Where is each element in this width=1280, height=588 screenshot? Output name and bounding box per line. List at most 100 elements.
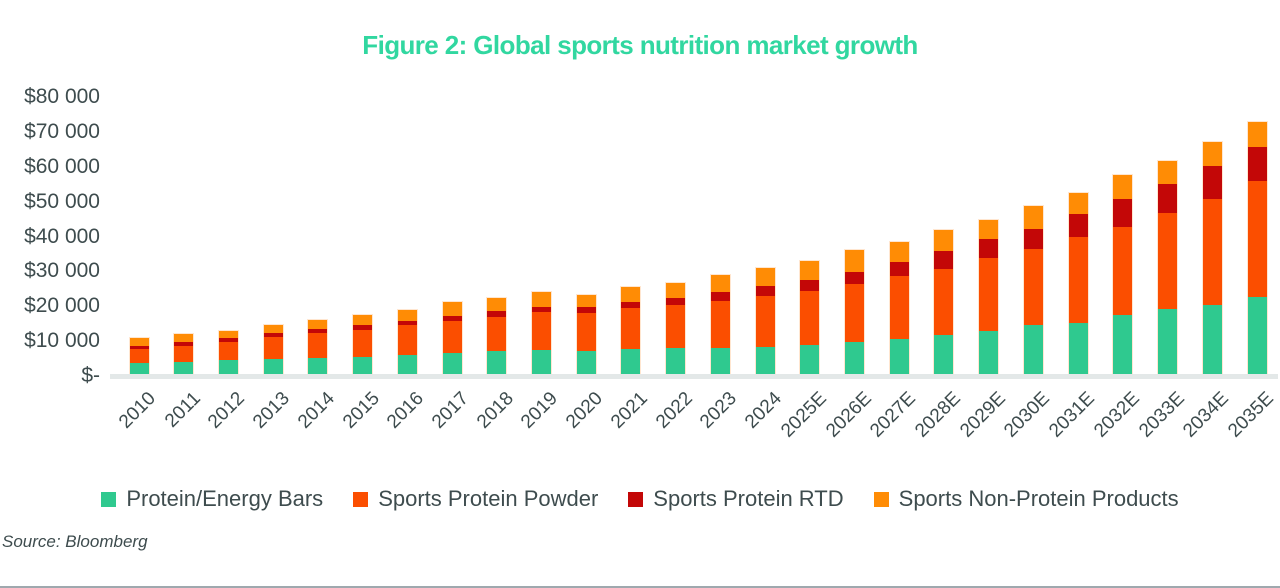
plot-area	[0, 97, 1280, 376]
source-note: Source: Bloomberg	[2, 532, 148, 551]
bar-segment	[531, 306, 551, 313]
legend-label: Sports Protein Powder	[378, 486, 599, 511]
legend-label: Sports Protein RTD	[653, 486, 844, 511]
stacked-bar-2010	[129, 338, 149, 375]
bar-segment	[576, 295, 596, 308]
y-axis-label: $40 000	[24, 224, 100, 248]
bar-segment	[487, 298, 507, 312]
stacked-bar-2024	[755, 268, 775, 375]
bar-segment	[353, 329, 373, 357]
bar-segment	[487, 311, 507, 317]
bar-segment	[308, 328, 328, 334]
legend: Protein/Energy Bars Sports Protein Powder…	[0, 486, 1280, 512]
bar-segment	[218, 338, 238, 343]
bar-segment	[1113, 315, 1133, 375]
legend-swatch-icon	[873, 491, 889, 507]
stacked-bar-2023	[710, 275, 730, 375]
bar-segment	[442, 315, 462, 321]
stacked-bar-2025E	[800, 260, 820, 375]
bar-segment	[979, 239, 999, 259]
bar-segment	[710, 292, 730, 302]
stacked-bar-2021	[621, 286, 641, 375]
bar-segment	[800, 345, 820, 375]
stacked-bar-2029E	[979, 220, 999, 375]
stacked-bar-2019	[531, 291, 551, 375]
bar-segment	[1068, 214, 1088, 237]
bar-segment	[129, 349, 149, 363]
bar-segment	[979, 220, 999, 240]
bar-segment	[442, 302, 462, 316]
bar-segment	[531, 312, 551, 350]
legend-label: Sports Non-Protein Products	[898, 486, 1179, 511]
bar-segment	[1158, 160, 1178, 185]
bar-segment	[934, 251, 954, 269]
bar-segment	[979, 331, 999, 375]
bar-segment	[397, 355, 417, 375]
bar-segment	[218, 342, 238, 361]
stacked-bar-2018	[487, 298, 507, 375]
y-axis-label: $10 000	[24, 329, 100, 353]
bar-segment	[666, 348, 686, 375]
bar-segment	[397, 325, 417, 356]
bar-segment	[800, 260, 820, 280]
bar-segment	[129, 362, 149, 375]
legend-swatch-icon	[353, 491, 369, 507]
bar-segment	[218, 360, 238, 375]
bar-segment	[621, 308, 641, 350]
bar-segment	[889, 275, 909, 339]
bar-segment	[1202, 199, 1222, 305]
bar-segment	[308, 333, 328, 359]
bar-segment	[129, 338, 149, 346]
bar-segment	[1113, 226, 1133, 316]
bar-segment	[934, 268, 954, 336]
bar-segment	[845, 283, 865, 343]
bar-segment	[1023, 325, 1043, 375]
bar-segment	[263, 333, 283, 338]
bar-segment	[1113, 199, 1133, 227]
stacked-bar-2030E	[1023, 206, 1043, 375]
bar-segment	[174, 341, 194, 346]
y-axis-label: $80 000	[24, 85, 100, 108]
bar-segment	[174, 334, 194, 342]
bar-segment	[487, 316, 507, 351]
bar-segment	[755, 296, 775, 347]
bar-segment	[1068, 322, 1088, 375]
stacked-bar-2032E	[1113, 175, 1133, 375]
bar-segment	[1247, 122, 1267, 147]
bar-segment	[889, 261, 909, 276]
stacked-bar-2016	[397, 310, 417, 375]
bar-segment	[755, 268, 775, 287]
stacked-bar-2035E	[1247, 122, 1267, 375]
y-axis-label: $-	[81, 364, 100, 387]
y-axis-label: $60 000	[24, 154, 100, 178]
legend-swatch-icon	[628, 491, 644, 507]
bar-segment	[755, 346, 775, 375]
bar-segment	[174, 345, 194, 363]
bar-segment	[263, 337, 283, 359]
bar-segment	[576, 350, 596, 375]
bar-segment	[1202, 304, 1222, 375]
bar-segment	[710, 301, 730, 348]
stacked-bar-2031E	[1068, 192, 1088, 375]
bar-segment	[1247, 146, 1267, 181]
bar-segment	[889, 241, 909, 262]
bar-segment	[487, 350, 507, 375]
y-axis-label: $70 000	[24, 119, 100, 143]
stacked-bar-2020	[576, 295, 596, 375]
bar-segment	[755, 286, 775, 297]
bar-segment	[1202, 141, 1222, 167]
bar-segment	[308, 358, 328, 375]
bar-segment	[576, 307, 596, 314]
bar-segment	[800, 279, 820, 291]
bar-segment	[531, 291, 551, 307]
legend-swatch-icon	[101, 491, 117, 507]
bar-segment	[1113, 175, 1133, 200]
bar-segment	[621, 302, 641, 309]
bar-segment	[1158, 184, 1178, 213]
stacked-bar-2022	[666, 282, 686, 375]
stacked-bar-2014	[308, 320, 328, 375]
bar-segment	[218, 330, 238, 339]
stacked-bar-2027E	[889, 241, 909, 375]
stacked-bar-2017	[442, 302, 462, 375]
